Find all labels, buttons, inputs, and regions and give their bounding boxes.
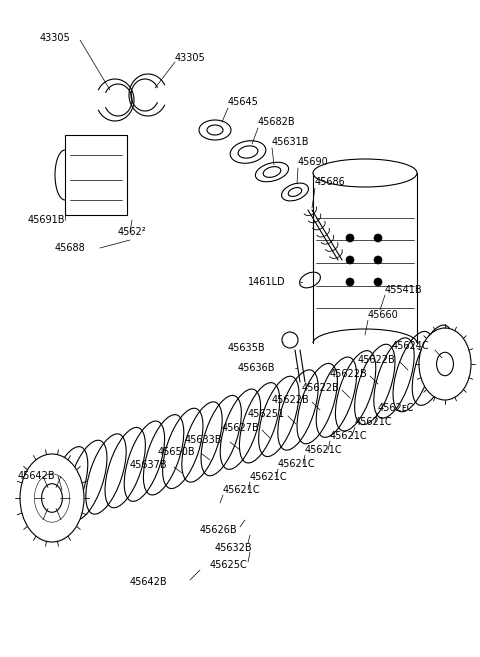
Text: 45637B: 45637B (130, 460, 168, 470)
Text: 45622B: 45622B (330, 369, 368, 379)
Text: 45621C: 45621C (250, 472, 288, 482)
Circle shape (374, 278, 382, 286)
Text: 45632B: 45632B (215, 543, 252, 553)
Ellipse shape (255, 162, 288, 182)
Text: 45621C: 45621C (305, 445, 343, 455)
Text: 45626B: 45626B (200, 525, 238, 535)
Text: 45633B: 45633B (185, 435, 223, 445)
Text: 45624C: 45624C (392, 341, 430, 351)
Text: 45621C: 45621C (330, 431, 368, 441)
Ellipse shape (207, 125, 223, 135)
Text: 45636B: 45636B (238, 363, 276, 373)
FancyBboxPatch shape (65, 135, 127, 215)
Ellipse shape (42, 484, 62, 512)
Text: 45631B: 45631B (272, 137, 310, 147)
Circle shape (282, 332, 298, 348)
Circle shape (346, 234, 354, 242)
Circle shape (374, 256, 382, 264)
Text: 45645: 45645 (228, 97, 259, 107)
Text: 43305: 43305 (40, 33, 71, 43)
Circle shape (346, 256, 354, 264)
Ellipse shape (263, 167, 281, 177)
Text: 45688: 45688 (55, 243, 86, 253)
Ellipse shape (300, 272, 320, 288)
Ellipse shape (238, 146, 258, 158)
Text: 45642B: 45642B (18, 471, 56, 481)
Text: 45541B: 45541B (385, 285, 422, 295)
Text: 45650B: 45650B (158, 447, 196, 457)
Text: 45621C: 45621C (355, 417, 393, 427)
Circle shape (346, 278, 354, 286)
Circle shape (374, 234, 382, 242)
Ellipse shape (282, 183, 309, 201)
Text: 43305: 43305 (175, 53, 206, 63)
Text: 45686: 45686 (315, 177, 346, 187)
Text: 4562²: 4562² (118, 227, 146, 237)
Text: 45622B: 45622B (272, 395, 310, 405)
Ellipse shape (20, 454, 84, 542)
Text: 45642B: 45642B (130, 577, 168, 587)
Ellipse shape (419, 328, 471, 400)
Text: 45622B: 45622B (358, 355, 396, 365)
Ellipse shape (288, 187, 302, 196)
Text: 1461LD: 1461LD (248, 277, 286, 287)
Text: 45621C: 45621C (278, 459, 316, 469)
Ellipse shape (199, 120, 231, 140)
Text: 45691B: 45691B (28, 215, 65, 225)
Text: 45682B: 45682B (258, 117, 296, 127)
Text: 45690: 45690 (298, 157, 329, 167)
Text: 45625C: 45625C (210, 560, 248, 570)
Text: 45622B: 45622B (302, 383, 340, 393)
Text: 45635B: 45635B (228, 343, 265, 353)
Ellipse shape (436, 352, 454, 376)
Ellipse shape (230, 141, 266, 164)
Text: 45627B: 45627B (222, 423, 260, 433)
Text: 45621C: 45621C (223, 485, 261, 495)
Text: 4562ᴇC: 4562ᴇC (378, 403, 414, 413)
Text: 45660: 45660 (368, 310, 399, 320)
Text: 456251: 456251 (248, 409, 285, 419)
